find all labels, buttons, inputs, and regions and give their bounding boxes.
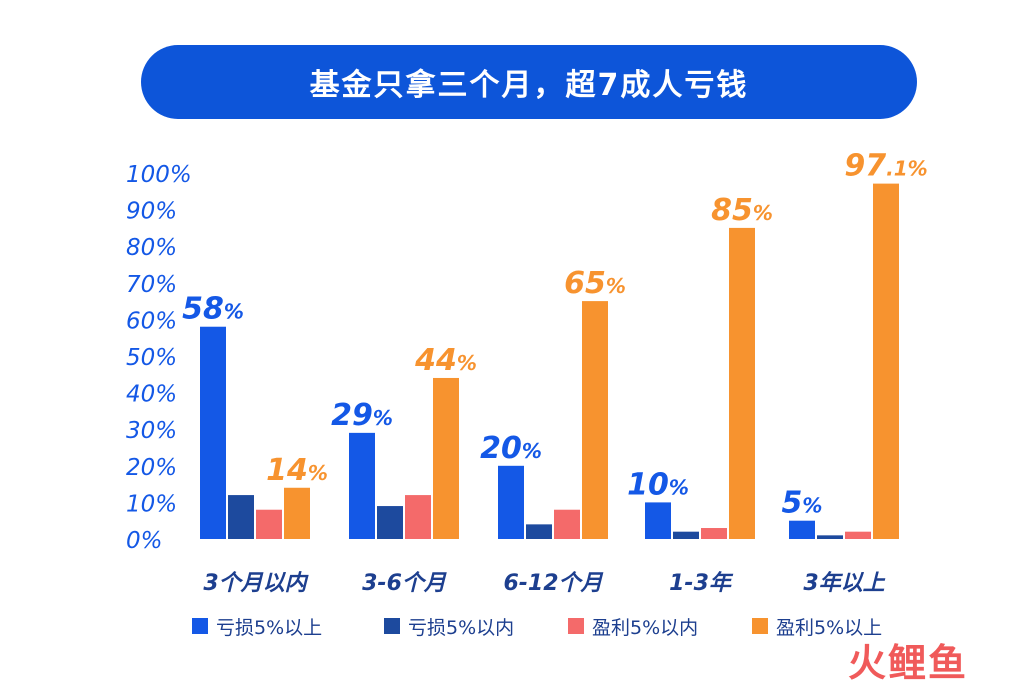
x-category-label: 6-12个月 (503, 570, 603, 596)
data-label: 5% (782, 486, 823, 521)
data-label: 44% (414, 343, 477, 378)
bar (526, 524, 552, 539)
y-tick-label: 70% (126, 272, 177, 298)
legend-label: 盈利5%以上 (776, 617, 882, 639)
data-label: 10% (627, 467, 689, 502)
data-label: 65% (564, 266, 626, 301)
bar (582, 301, 608, 539)
data-label: 29% (331, 398, 393, 433)
legend-label: 亏损5%以内 (408, 617, 514, 639)
legend-label: 亏损5%以上 (216, 617, 322, 639)
bar (433, 377, 459, 539)
bar (845, 531, 871, 539)
data-label: 14% (266, 453, 328, 488)
title-banner: 基金只拿三个月，超7成人亏钱 (141, 45, 917, 119)
bar (673, 531, 699, 539)
y-tick-label: 60% (126, 308, 177, 334)
data-label: 20% (480, 431, 542, 466)
legend-swatch (568, 618, 584, 634)
y-tick-label: 20% (126, 455, 177, 481)
y-tick-label: 100% (126, 162, 192, 188)
bar (377, 506, 403, 539)
y-tick-label: 80% (126, 235, 177, 261)
y-tick-label: 0% (126, 528, 163, 554)
bar (405, 495, 431, 539)
x-category-label: 1-3年 (669, 570, 734, 596)
bar (554, 509, 580, 539)
bar (284, 487, 310, 539)
y-tick-label: 90% (126, 199, 177, 225)
bar (873, 183, 899, 539)
y-tick-label: 10% (126, 491, 177, 517)
watermark-logo: 火鲤鱼 (848, 641, 969, 685)
bar (228, 495, 254, 539)
legend-swatch (384, 618, 400, 634)
data-label: 85% (711, 193, 773, 228)
chart-title: 基金只拿三个月，超7成人亏钱 (309, 68, 749, 103)
legend-swatch (752, 618, 768, 634)
x-category-label: 3年以上 (803, 570, 885, 596)
bar (701, 528, 727, 539)
x-category-label: 3-6个月 (362, 570, 447, 596)
data-label: 97.1% (844, 149, 927, 184)
legend-label: 盈利5%以内 (592, 617, 698, 639)
bar (817, 535, 843, 539)
data-label: 58% (182, 292, 244, 327)
y-tick-label: 40% (126, 382, 177, 408)
bar (256, 509, 282, 539)
bar (789, 520, 815, 539)
bar (498, 465, 524, 539)
y-tick-label: 30% (126, 418, 177, 444)
y-tick-label: 50% (126, 345, 177, 371)
bar (645, 502, 671, 539)
bar (729, 227, 755, 539)
bar (349, 432, 375, 539)
x-category-label: 3个月以内 (203, 570, 309, 596)
legend-swatch (192, 618, 208, 634)
bar (200, 326, 226, 539)
